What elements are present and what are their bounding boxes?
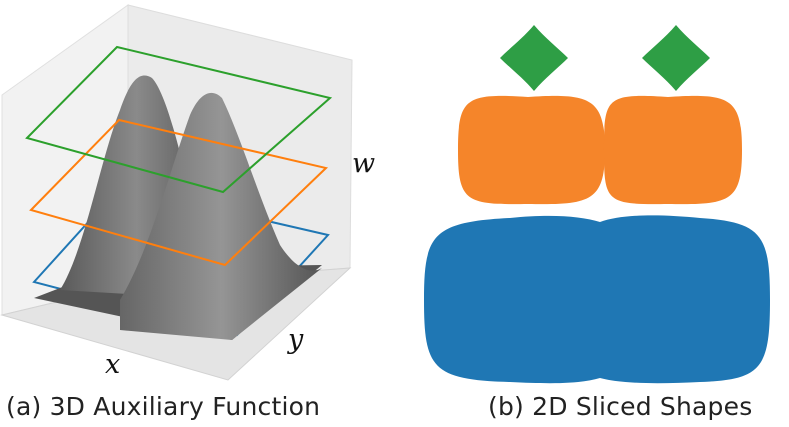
sliced-shapes-diagram <box>424 25 770 384</box>
middle-slice-shape-left <box>458 95 605 205</box>
caption-a: (a) 3D Auxiliary Function <box>6 392 321 421</box>
slice-plane-top <box>25 45 333 194</box>
slice-plane-middle <box>29 118 329 267</box>
top-slice-shape-right <box>642 25 710 91</box>
top-slice-shape-left <box>500 25 568 91</box>
w-axis-label: w <box>352 148 375 179</box>
panel-3d-auxiliary-function: x y w (a) 3D Auxiliary Function <box>0 0 390 427</box>
y-axis-label: y <box>287 324 304 355</box>
surface-peak-right <box>120 92 322 340</box>
x-axis-label: x <box>105 349 120 380</box>
surface-plot-3d: x y w <box>0 4 375 381</box>
bottom-slice-shape <box>424 215 770 384</box>
panel-2d-sliced-shapes: (b) 2D Sliced Shapes <box>400 0 789 427</box>
caption-b: (b) 2D Sliced Shapes <box>488 392 753 421</box>
middle-slice-shape-right <box>604 95 742 205</box>
